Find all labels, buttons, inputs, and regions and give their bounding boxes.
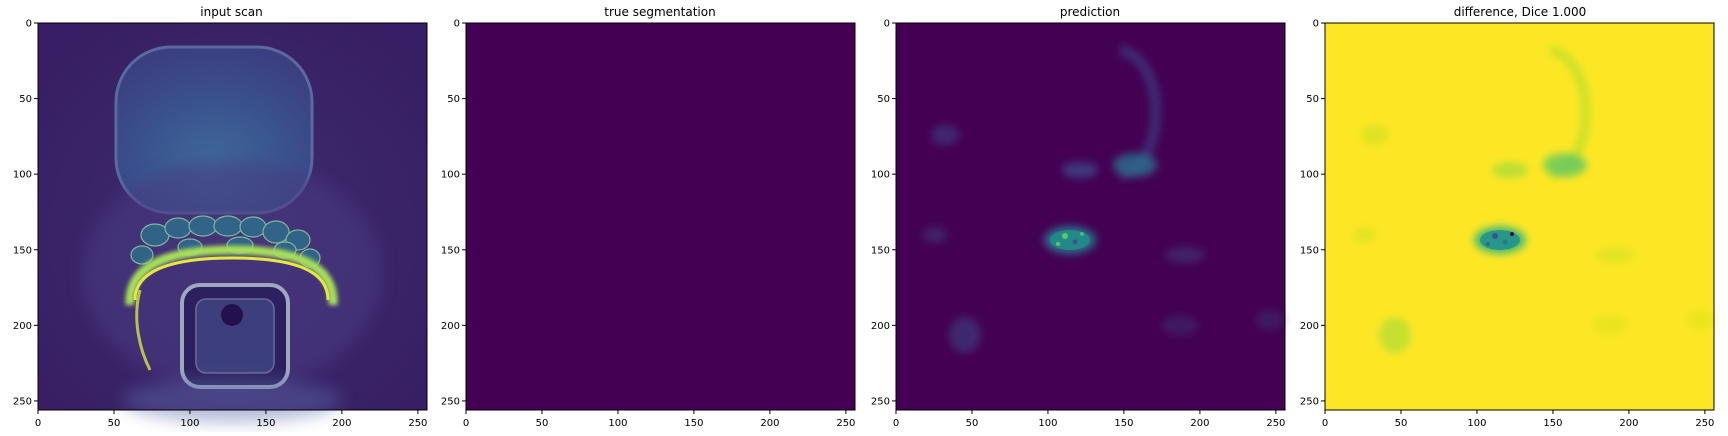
x-axis-ticks: 0 50 100 150 200 250 <box>893 410 1285 429</box>
x-tick-label: 150 <box>256 418 275 429</box>
bright-streak <box>135 289 152 371</box>
y-axis-ticks: 0 50 100 150 200 250 <box>13 19 38 407</box>
panel-prediction: prediction <box>871 5 1286 429</box>
x-tick-label: 100 <box>1467 418 1486 429</box>
x-tick-label: 50 <box>1395 418 1408 429</box>
y-tick-label: 200 <box>1300 321 1319 332</box>
y-tick-label: 150 <box>1300 245 1319 256</box>
tissue-region <box>82 160 382 390</box>
coil-core <box>221 304 243 326</box>
panel-title: difference, Dice 1.000 <box>1454 5 1587 19</box>
axes-frame <box>1324 22 1715 411</box>
y-tick-label: 100 <box>871 170 890 181</box>
y-tick-label: 50 <box>1306 94 1319 105</box>
image-prediction <box>896 23 1285 410</box>
y-axis-ticks: 0 50 100 150 200 250 <box>871 19 896 407</box>
x-tick-label: 50 <box>108 418 121 429</box>
y-tick-label: 200 <box>441 321 460 332</box>
x-tick-label: 100 <box>608 418 627 429</box>
x-tick-label: 150 <box>1114 418 1133 429</box>
y-tick-label: 50 <box>877 94 890 105</box>
x-axis-ticks: 0 50 100 150 200 250 <box>1322 410 1714 429</box>
y-tick-label: 0 <box>884 19 890 30</box>
x-tick-label: 0 <box>35 418 41 429</box>
panel-input-scan: input scan <box>13 5 428 429</box>
y-tick-label: 250 <box>13 396 32 407</box>
x-tick-label: 200 <box>332 418 351 429</box>
x-tick-label: 150 <box>1543 418 1562 429</box>
y-tick-label: 100 <box>13 170 32 181</box>
axes-frame <box>895 22 1286 411</box>
x-tick-label: 250 <box>408 418 427 429</box>
panel-title: input scan <box>200 5 263 19</box>
panel-title: true segmentation <box>604 5 715 19</box>
y-tick-label: 250 <box>1300 396 1319 407</box>
bright-arc <box>125 245 338 306</box>
image-input-scan <box>38 23 427 422</box>
difference-background <box>1325 23 1714 410</box>
x-tick-label: 250 <box>1266 418 1285 429</box>
x-tick-label: 0 <box>463 418 469 429</box>
panel-title: prediction <box>1060 5 1120 19</box>
y-tick-label: 100 <box>1300 170 1319 181</box>
bottom-glow <box>122 378 342 422</box>
y-tick-label: 0 <box>26 19 32 30</box>
x-tick-label: 250 <box>1695 418 1714 429</box>
coil-inner <box>195 298 275 374</box>
image-true-segmentation <box>466 23 855 410</box>
difference-hotspot <box>1480 230 1520 250</box>
y-axis-ticks: 0 50 100 150 200 250 <box>441 19 466 407</box>
y-tick-label: 150 <box>441 245 460 256</box>
x-tick-label: 200 <box>1190 418 1209 429</box>
y-tick-label: 0 <box>1313 19 1319 30</box>
x-tick-label: 200 <box>1619 418 1638 429</box>
y-tick-label: 150 <box>13 245 32 256</box>
x-tick-label: 250 <box>836 418 855 429</box>
y-tick-label: 150 <box>871 245 890 256</box>
x-tick-label: 100 <box>180 418 199 429</box>
x-tick-label: 0 <box>1322 418 1328 429</box>
y-tick-label: 250 <box>441 396 460 407</box>
x-tick-label: 200 <box>760 418 779 429</box>
x-tick-label: 0 <box>893 418 899 429</box>
x-tick-label: 150 <box>684 418 703 429</box>
image-difference <box>1325 23 1714 410</box>
prediction-hotspot <box>1050 230 1090 250</box>
y-tick-label: 200 <box>871 321 890 332</box>
y-tick-label: 100 <box>441 170 460 181</box>
axes-frame <box>465 22 856 411</box>
axes-frame <box>37 22 428 411</box>
x-tick-label: 100 <box>1038 418 1057 429</box>
y-tick-label: 200 <box>13 321 32 332</box>
panel-difference: difference, Dice 1.000 <box>1300 5 1715 429</box>
x-tick-label: 50 <box>536 418 549 429</box>
y-tick-label: 250 <box>871 396 890 407</box>
bright-arc-core <box>133 256 330 301</box>
y-tick-label: 0 <box>454 19 460 30</box>
panel-true-segmentation: true segmentation 0 50 100 150 200 250 0 50 100… <box>441 5 856 429</box>
y-axis-ticks: 0 50 100 150 200 250 <box>1300 19 1325 407</box>
x-axis-ticks: 0 50 100 150 200 250 <box>35 410 427 429</box>
x-axis-ticks: 0 50 100 150 200 250 <box>463 410 855 429</box>
prediction-background <box>896 23 1285 410</box>
x-tick-label: 50 <box>966 418 979 429</box>
y-tick-label: 50 <box>447 94 460 105</box>
y-tick-label: 50 <box>19 94 32 105</box>
